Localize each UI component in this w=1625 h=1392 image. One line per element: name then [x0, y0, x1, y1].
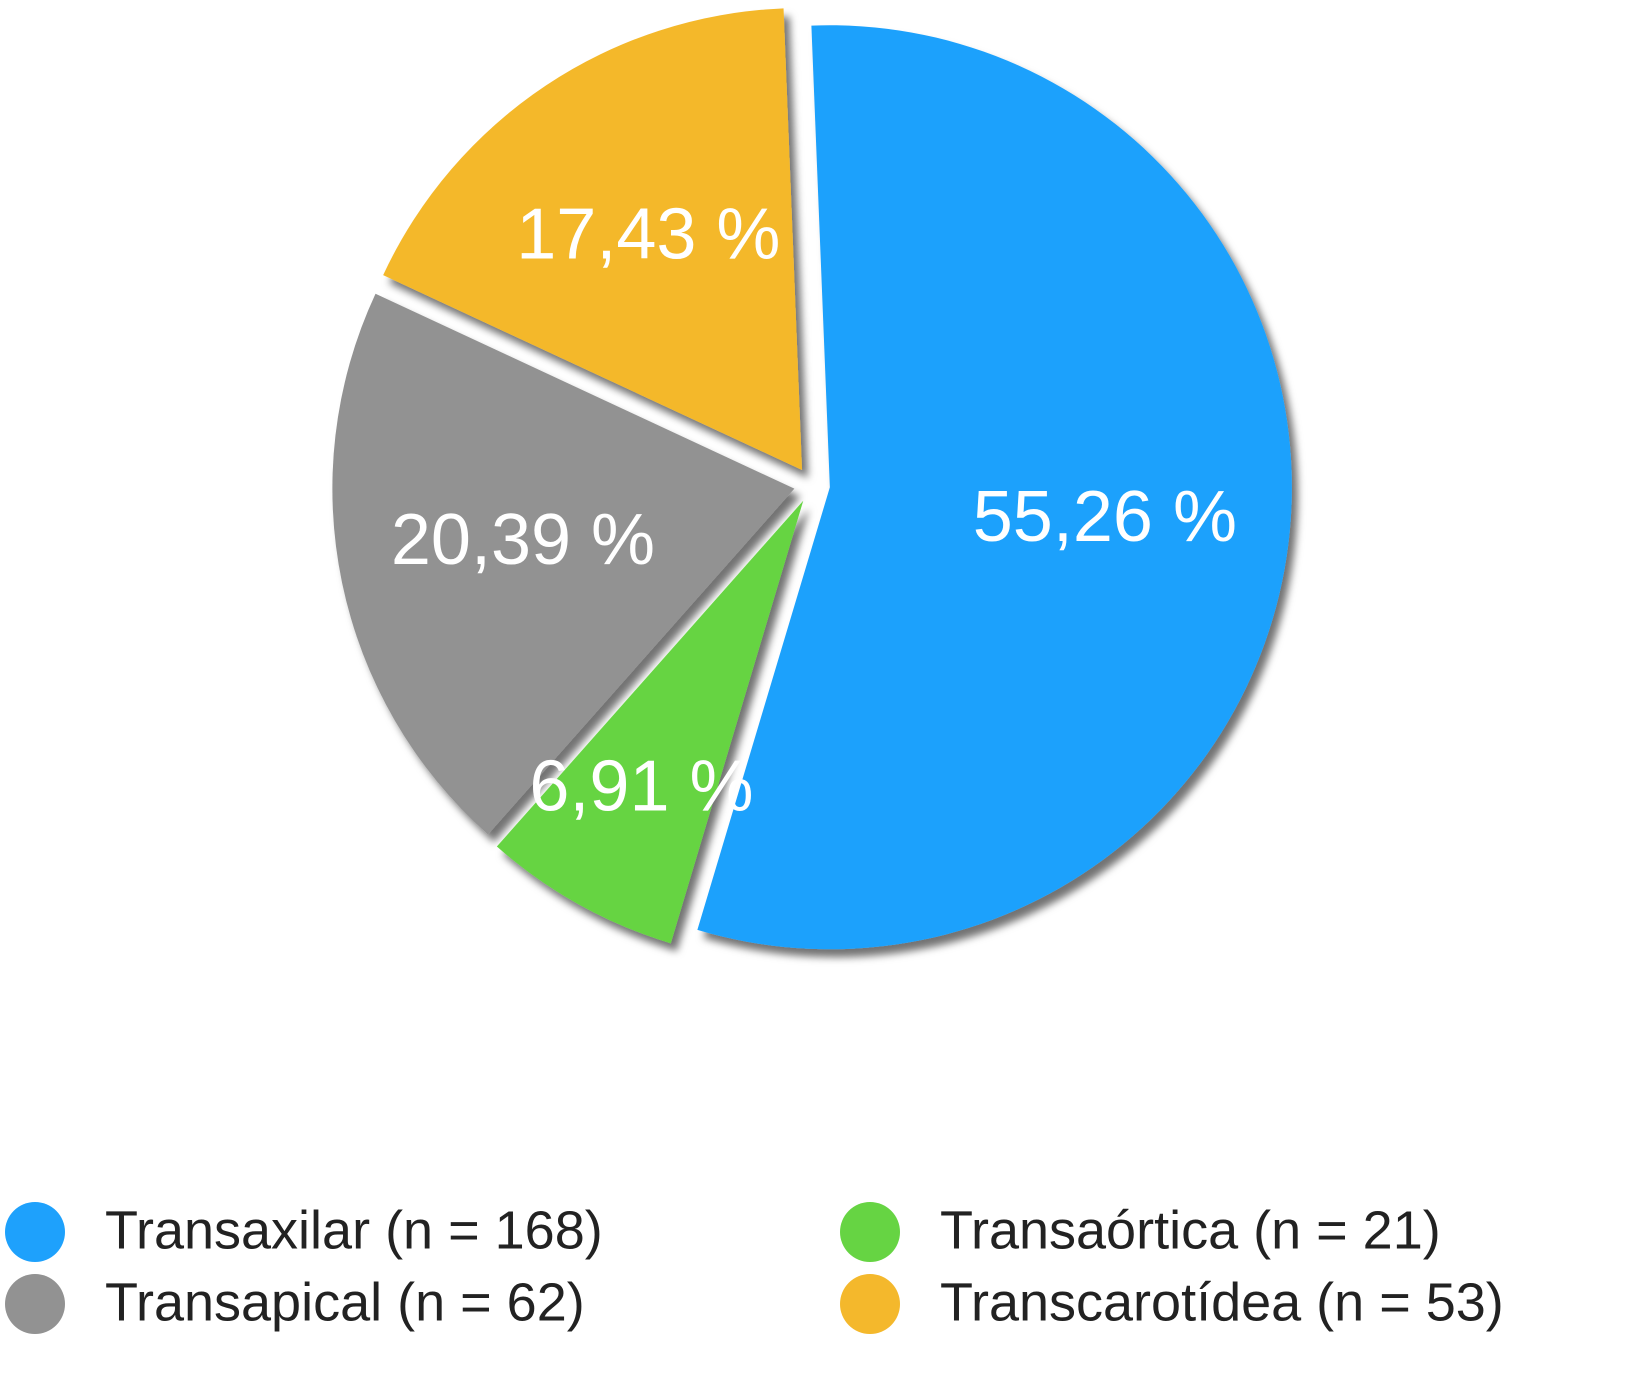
value-label: 20,39 %: [391, 500, 655, 580]
pie: [332, 8, 1292, 950]
legend-marker: [5, 1202, 65, 1262]
legend-marker: [840, 1274, 900, 1334]
value-label: 6,91 %: [529, 746, 753, 826]
legend-label: Transaórtica (n = 21): [940, 1200, 1441, 1260]
pie-slice: [496, 500, 804, 944]
legend-label: Transcarotídea (n = 53): [940, 1272, 1504, 1332]
legend-marker: [5, 1274, 65, 1334]
legend-marker: [840, 1202, 900, 1262]
value-label: 17,43 %: [516, 194, 780, 274]
pie-slice: [332, 293, 795, 835]
legend-label: Transapical (n = 62): [105, 1272, 585, 1332]
legend-label: Transaxilar (n = 168): [105, 1200, 603, 1260]
value-label: 55,26 %: [973, 477, 1237, 557]
legend: Transaxilar (n = 168) Transaórtica (n = 2…: [5, 1200, 1504, 1334]
pie-slice: [697, 25, 1292, 950]
pie-slice: [383, 8, 803, 471]
value-labels: 55,26 % 6,91 % 20,39 % 17,43 %: [391, 194, 1237, 826]
